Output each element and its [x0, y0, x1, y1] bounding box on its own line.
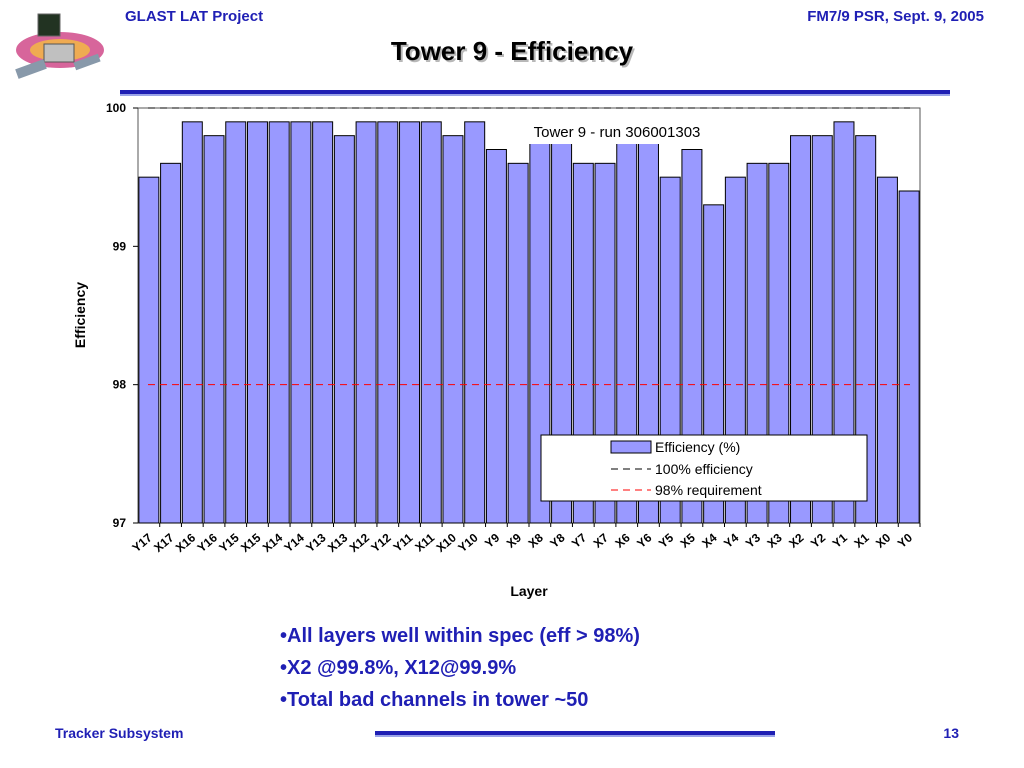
x-axis-label: Layer: [510, 583, 548, 599]
header-rule: [120, 90, 950, 96]
x-tick-label: X13: [325, 530, 351, 555]
bar: [790, 135, 812, 524]
bar: [312, 121, 334, 524]
footer-rule: [375, 731, 775, 737]
bar: [594, 162, 616, 524]
bullet-item: •X2 @99.8%, X12@99.9%: [280, 657, 517, 679]
x-tick-label: X16: [173, 530, 199, 555]
bar: [246, 121, 268, 524]
y-axis-label: Efficiency: [72, 282, 88, 348]
x-tick-label: Y10: [455, 530, 481, 555]
bar: [181, 121, 203, 524]
x-tick-label: X11: [412, 530, 437, 554]
bar: [203, 135, 225, 524]
bar: [855, 135, 877, 524]
bar: [833, 121, 855, 524]
x-tick-label: Y0: [895, 530, 915, 550]
x-tick-label: Y14: [281, 530, 307, 555]
x-tick-label: X6: [612, 530, 632, 550]
x-tick-label: X14: [260, 530, 286, 555]
bar: [746, 162, 768, 524]
x-tick-label: Y1: [830, 530, 850, 550]
x-tick-label: Y16: [195, 530, 221, 555]
x-tick-label: X12: [347, 530, 373, 555]
x-tick-label: Y17: [129, 530, 155, 555]
x-tick-label: Y3: [743, 530, 763, 550]
legend-label-efficiency: Efficiency (%): [655, 439, 740, 455]
page-number: 13: [943, 725, 959, 741]
legend-box: [540, 434, 868, 502]
chart-title: Tower 9 - run 306001303: [534, 124, 701, 141]
bar: [876, 176, 898, 524]
bar: [138, 176, 160, 524]
x-tick-label: Y7: [569, 530, 589, 550]
header-meeting: FM7/9 PSR, Sept. 9, 2005: [807, 8, 984, 25]
x-tick-label: Y6: [634, 530, 654, 550]
bar: [225, 121, 247, 524]
bar: [898, 190, 920, 524]
bar: [681, 149, 703, 524]
bullet-item: •All layers well within spec (eff > 98%): [280, 625, 640, 647]
x-tick-label: Y8: [547, 530, 567, 550]
header-project: GLAST LAT Project: [125, 8, 264, 25]
bar: [572, 162, 594, 524]
x-tick-label: Y11: [391, 530, 416, 554]
bullet-list: •All layers well within spec (eff > 98%)…: [280, 620, 640, 716]
bar: [442, 135, 464, 524]
legend-label-line: 98% requirement: [655, 482, 762, 498]
bullet-item: •Total bad channels in tower ~50: [280, 689, 589, 711]
bar: [399, 121, 421, 524]
footer-subsystem: Tracker Subsystem: [55, 725, 184, 741]
y-tick-label: 99: [113, 239, 127, 253]
x-tick-label: Y15: [216, 530, 242, 555]
x-tick-label: Y13: [303, 530, 329, 555]
y-tick-label: 100: [106, 101, 126, 115]
x-tick-label: Y5: [656, 530, 676, 550]
bar: [377, 121, 399, 524]
x-tick-label: X3: [764, 530, 784, 550]
x-tick-label: X10: [434, 530, 460, 555]
x-tick-label: X8: [526, 530, 546, 550]
legend-swatch-efficiency: [610, 440, 652, 454]
x-tick-label: X2: [786, 530, 806, 550]
bar: [464, 121, 486, 524]
x-tick-label: X0: [873, 530, 893, 550]
bar: [485, 149, 507, 524]
x-tick-label: X5: [678, 530, 698, 550]
bar: [290, 121, 312, 524]
y-tick-label: 97: [113, 516, 127, 530]
x-tick-label: X4: [699, 530, 719, 550]
x-tick-label: X9: [504, 530, 524, 550]
x-tick-label: Y4: [721, 530, 741, 550]
x-tick-label: Y9: [482, 530, 502, 550]
bar: [355, 121, 377, 524]
chart-title-bg: [505, 120, 730, 144]
slide-title: Tower 9 - Efficiency: [390, 36, 634, 66]
x-tick-label: Y2: [808, 530, 828, 550]
x-tick-label: X15: [238, 530, 264, 555]
x-tick-label: Y12: [368, 530, 394, 555]
bar: [768, 162, 790, 524]
efficiency-chart: 979899100Y17X17X16Y16Y15X15X14Y14Y13X13X…: [72, 101, 921, 599]
bar: [420, 121, 442, 524]
bar: [811, 135, 833, 524]
bar: [507, 162, 529, 524]
y-tick-label: 98: [113, 378, 127, 392]
glast-logo: [15, 13, 104, 79]
x-tick-label: X17: [151, 530, 177, 555]
bar: [160, 162, 182, 524]
x-tick-label: X7: [591, 530, 611, 550]
bar: [333, 135, 355, 524]
legend-label-line: 100% efficiency: [655, 461, 753, 477]
bar: [268, 121, 290, 524]
x-tick-label: X1: [851, 530, 871, 550]
